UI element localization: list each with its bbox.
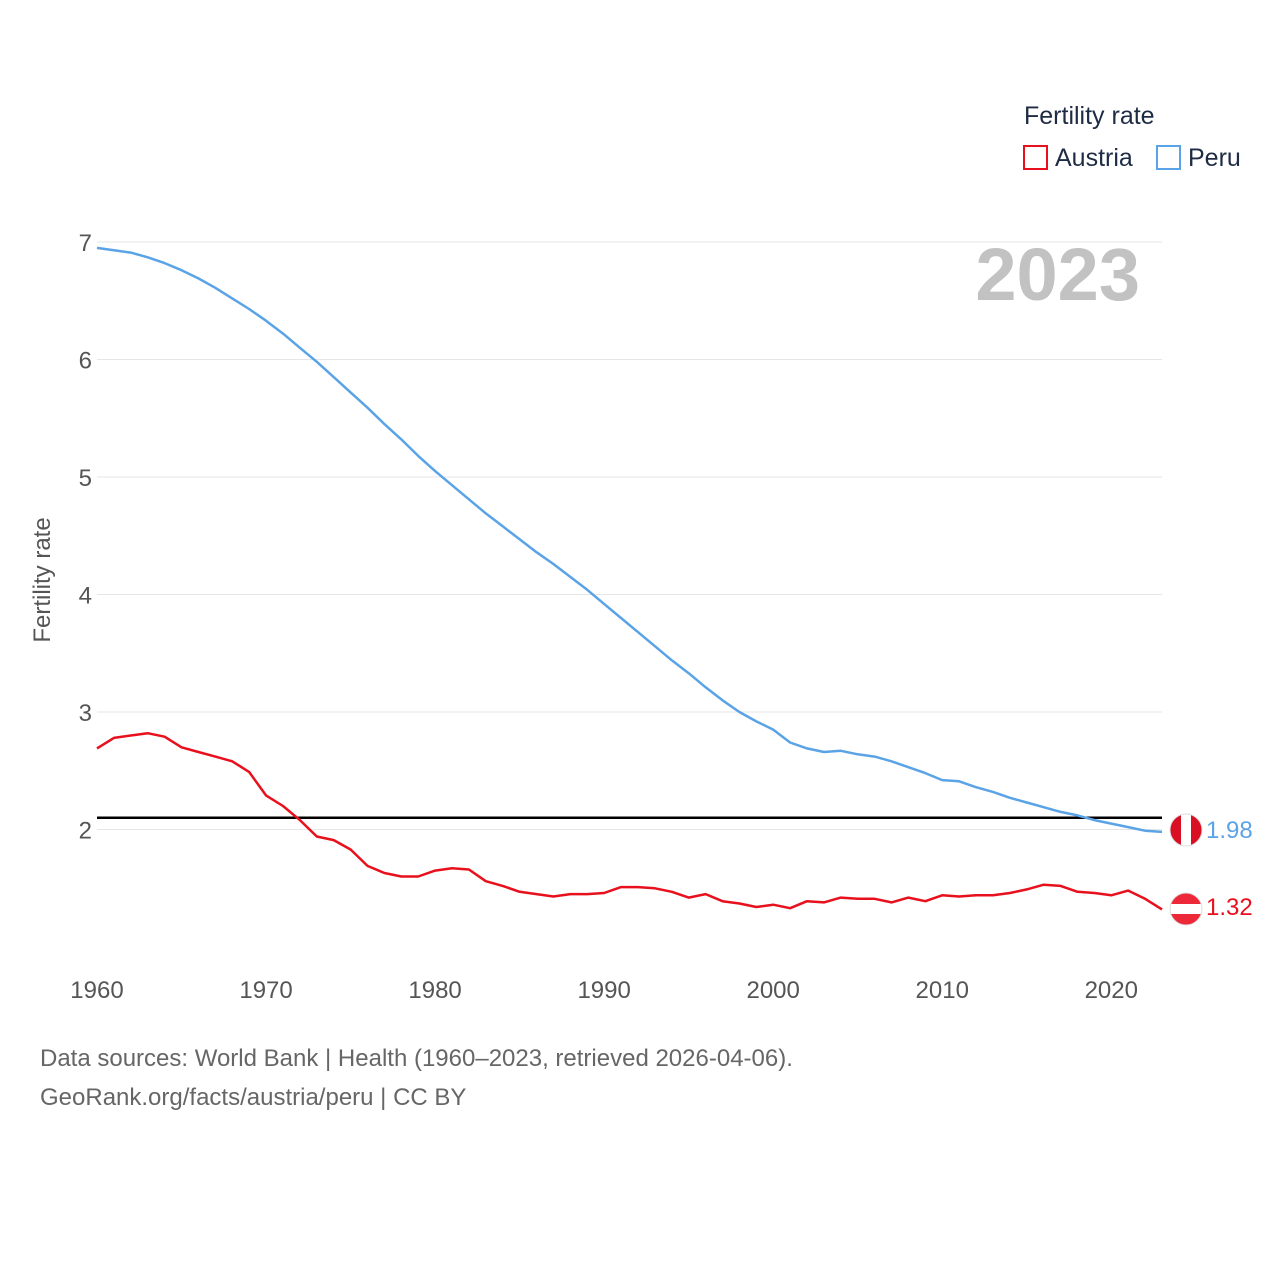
legend-label-peru: Peru [1188, 144, 1241, 172]
peru-end-marker: 1.98 [1169, 813, 1253, 847]
source-note: Data sources: World Bank | Health (1960–… [40, 1045, 793, 1072]
x-tick-label: 1990 [577, 977, 630, 1004]
y-tick-label: 7 [79, 230, 92, 257]
x-axis-ticks: 1960 1970 1980 1990 2000 2010 2020 [70, 977, 1138, 1004]
legend-item-austria[interactable]: Austria [1023, 144, 1133, 172]
series-line-peru[interactable] [96, 246, 1163, 834]
peru-flag-icon [1170, 814, 1202, 846]
y-axis-ticks: 2 3 4 5 6 7 [79, 230, 92, 845]
series-line-austria[interactable] [96, 731, 1163, 911]
legend-label-austria: Austria [1055, 144, 1133, 172]
x-tick-label: 1980 [408, 977, 461, 1004]
y-tick-label: 5 [79, 465, 92, 492]
source-link[interactable]: GeoRank.org/facts/austria/peru | CC BY [40, 1084, 467, 1111]
austria-end-label: 1.32 [1206, 894, 1253, 921]
y-tick-label: 2 [79, 818, 92, 845]
x-tick-label: 2000 [746, 977, 799, 1004]
y-tick-label: 6 [79, 348, 92, 375]
legend-title: Fertility rate [1024, 102, 1155, 130]
legend-swatch-peru [1156, 145, 1181, 170]
peru-end-label: 1.98 [1206, 817, 1253, 844]
legend-swatch-austria [1023, 145, 1048, 170]
legend-item-peru[interactable]: Peru [1156, 144, 1241, 172]
y-tick-label: 3 [79, 700, 92, 727]
x-tick-label: 1960 [70, 977, 123, 1004]
x-tick-label: 1970 [239, 977, 292, 1004]
austria-flag-icon [1170, 893, 1202, 925]
year-label: 2023 [975, 233, 1140, 316]
legend: Fertility rate Austria Peru [1023, 102, 1241, 172]
gridlines [97, 241, 1162, 830]
x-tick-label: 2010 [916, 977, 969, 1004]
austria-end-marker: 1.32 [1169, 892, 1253, 926]
y-axis-title: Fertility rate [29, 517, 56, 642]
y-tick-label: 4 [79, 583, 92, 610]
series-lines [96, 246, 1163, 911]
x-tick-label: 2020 [1085, 977, 1138, 1004]
